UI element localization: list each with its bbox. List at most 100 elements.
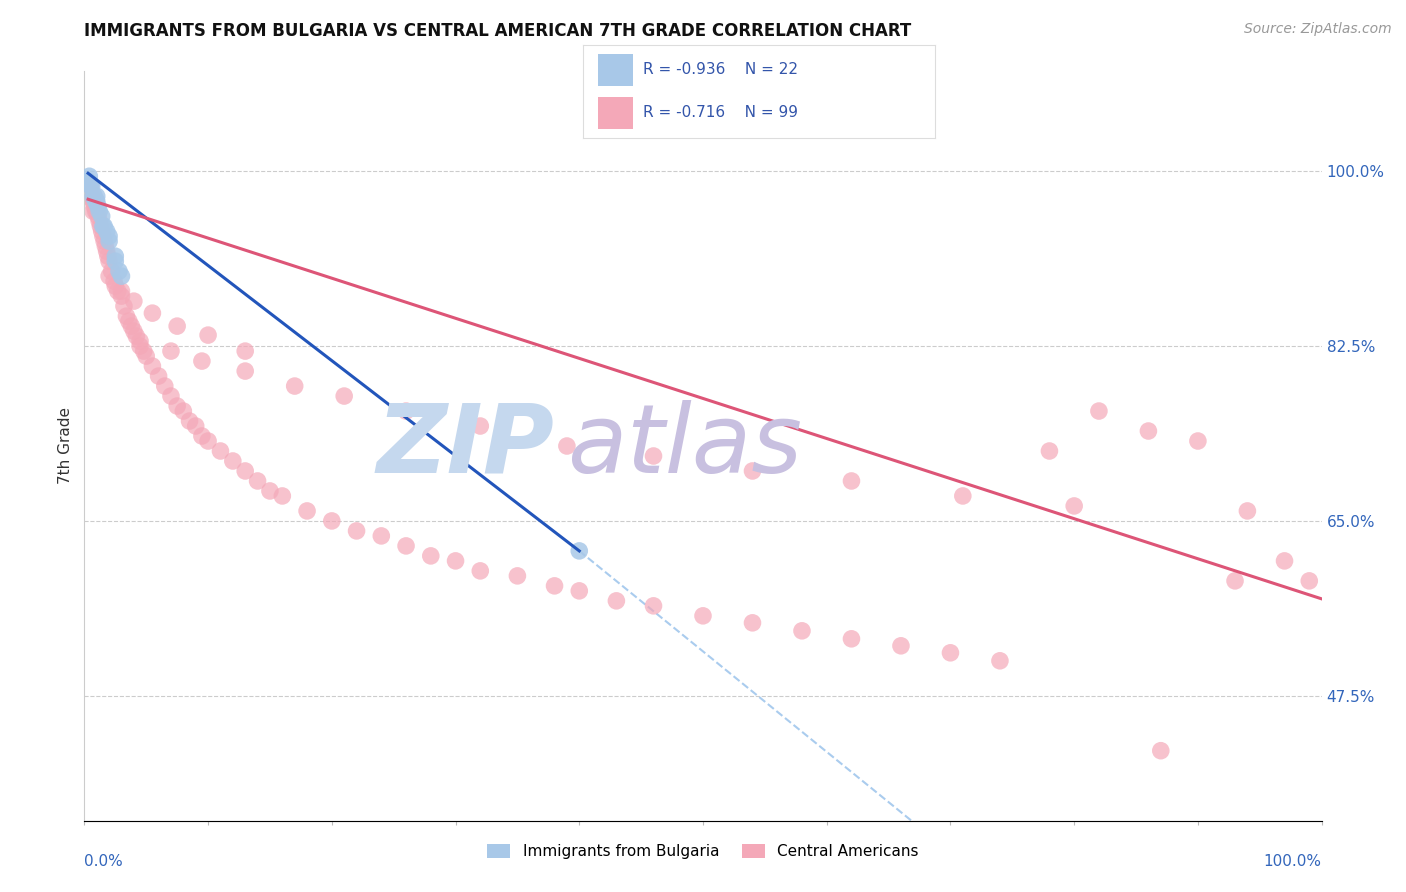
Point (120, 319, 142, 334)
Point (470, 564, 492, 578)
Point (93, 234, 115, 248)
Point (643, 449, 665, 463)
Point (284, 379, 307, 393)
Y-axis label: 7th Grade: 7th Grade (58, 408, 73, 484)
Point (1223, 574, 1246, 588)
Point (118, 314, 141, 328)
Point (77, 174, 100, 188)
Point (470, 419, 492, 434)
Point (91, 229, 114, 244)
Point (395, 404, 418, 418)
Point (153, 379, 176, 393)
Point (103, 274, 125, 288)
Point (87, 209, 110, 223)
Point (141, 306, 163, 320)
Point (233, 364, 256, 378)
Point (543, 579, 565, 593)
Point (79, 184, 101, 198)
Point (191, 354, 214, 368)
Point (1298, 574, 1320, 588)
Point (104, 249, 127, 263)
Text: atlas: atlas (567, 400, 801, 492)
Point (160, 344, 183, 359)
Point (1236, 504, 1258, 518)
Point (1038, 444, 1060, 458)
Point (271, 489, 294, 503)
Point (233, 464, 256, 478)
Point (98, 234, 121, 248)
Point (96, 244, 118, 259)
Point (112, 299, 135, 313)
Point (419, 549, 441, 563)
Point (741, 615, 763, 630)
Point (605, 594, 627, 608)
Point (98, 269, 121, 284)
Point (86, 204, 108, 219)
Point (94, 239, 117, 253)
Point (191, 429, 214, 443)
Text: ZIP: ZIP (377, 400, 554, 492)
Point (98, 229, 121, 244)
Point (172, 404, 194, 418)
Point (890, 639, 912, 653)
Point (1150, 744, 1173, 758)
Point (110, 284, 132, 298)
Point (692, 608, 714, 623)
Point (104, 254, 127, 268)
Point (84, 194, 107, 209)
Point (89, 214, 111, 228)
Point (84, 204, 107, 219)
Point (141, 359, 163, 373)
Point (100, 264, 122, 278)
Point (132, 344, 155, 359)
Point (741, 464, 763, 478)
Point (568, 544, 591, 558)
Point (952, 489, 974, 503)
Point (295, 504, 318, 518)
Point (83, 199, 105, 213)
Point (115, 309, 138, 323)
Point (259, 483, 281, 498)
Point (988, 654, 1011, 668)
Point (79, 179, 101, 194)
Point (395, 539, 418, 553)
Point (89, 204, 111, 219)
Text: 0.0%: 0.0% (84, 855, 124, 870)
Point (444, 554, 467, 568)
Point (321, 514, 343, 528)
Point (643, 599, 665, 613)
Legend: Immigrants from Bulgaria, Central Americans: Immigrants from Bulgaria, Central Americ… (481, 838, 925, 865)
Text: R = -0.716    N = 99: R = -0.716 N = 99 (644, 104, 799, 120)
Point (333, 389, 356, 403)
Point (568, 583, 591, 598)
Point (98, 254, 121, 268)
Point (841, 474, 863, 488)
Point (209, 444, 232, 458)
Point (1088, 404, 1111, 418)
Point (222, 454, 245, 468)
Point (197, 328, 219, 343)
Point (555, 439, 578, 453)
Point (110, 289, 132, 303)
Point (110, 269, 132, 284)
Point (77, 189, 100, 203)
Point (939, 646, 962, 660)
Point (184, 419, 207, 434)
Point (82, 204, 104, 219)
Point (122, 294, 145, 309)
Point (129, 339, 152, 353)
Point (166, 399, 188, 413)
Text: Source: ZipAtlas.com: Source: ZipAtlas.com (1244, 22, 1392, 37)
Point (96, 224, 118, 238)
Point (79, 179, 101, 194)
Point (841, 632, 863, 646)
Point (91, 219, 114, 234)
Point (104, 279, 127, 293)
Point (160, 389, 183, 403)
Point (148, 369, 170, 384)
Point (86, 189, 108, 203)
Point (79, 169, 101, 184)
Point (179, 414, 201, 428)
Point (90, 224, 112, 238)
Point (80, 189, 103, 203)
